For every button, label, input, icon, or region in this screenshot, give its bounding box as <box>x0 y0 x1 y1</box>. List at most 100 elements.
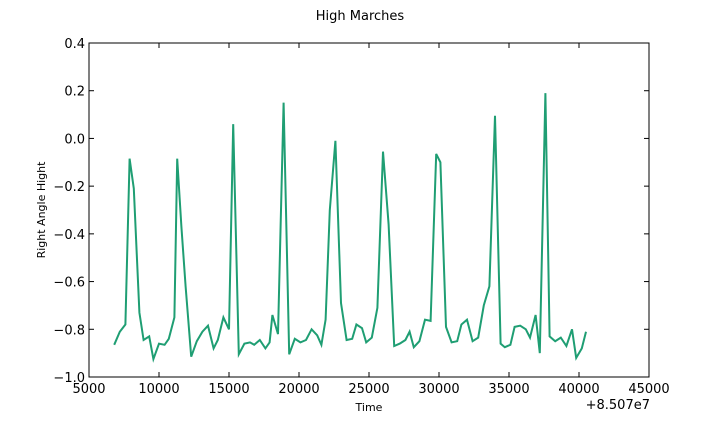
data-point <box>500 343 502 345</box>
x-tick-label: 5000 <box>72 382 105 397</box>
data-point <box>554 340 556 342</box>
data-point <box>125 324 127 326</box>
data-point <box>361 327 363 329</box>
data-point <box>585 331 587 333</box>
data-point <box>232 123 234 125</box>
data-point <box>356 324 358 326</box>
data-point <box>259 339 261 341</box>
data-point <box>139 312 141 314</box>
data-point <box>148 336 150 338</box>
y-tick-label: −0.4 <box>53 228 85 243</box>
data-point <box>158 343 160 345</box>
x-tick-label: 10000 <box>138 382 179 397</box>
data-point <box>413 346 415 348</box>
y-tick-label: −0.6 <box>53 276 85 291</box>
data-point <box>519 325 521 327</box>
data-layer <box>113 92 587 363</box>
data-point <box>351 338 353 340</box>
data-point <box>382 151 384 153</box>
data-point <box>535 314 537 316</box>
data-point <box>265 348 267 350</box>
data-point <box>388 223 390 225</box>
data-point <box>581 348 583 350</box>
data-point <box>545 92 547 94</box>
data-point <box>190 356 192 358</box>
data-point <box>113 344 115 346</box>
data-point <box>277 333 279 335</box>
data-point <box>335 140 337 142</box>
y-tick-label: −1.0 <box>53 371 85 386</box>
data-point <box>489 285 491 287</box>
data-point <box>153 358 155 360</box>
y-tick-label: 0.0 <box>64 132 85 147</box>
x-tick-label: 30000 <box>418 382 459 397</box>
data-point <box>399 343 401 345</box>
data-point <box>340 302 342 304</box>
x-axis-offset-label: +8.507e7 <box>586 398 650 413</box>
x-axis: 5000 10000 15000 20000 25000 30000 35000 40000 4… <box>72 43 670 397</box>
data-point <box>466 319 468 321</box>
data-point <box>213 348 215 350</box>
data-point <box>510 344 512 346</box>
data-point <box>424 319 426 321</box>
data-point <box>346 339 348 341</box>
data-point <box>409 331 411 333</box>
data-point <box>181 226 183 228</box>
data-point <box>571 328 573 330</box>
x-axis-title: Time <box>355 401 383 414</box>
data-point <box>168 338 170 340</box>
y-tick-label: 0.2 <box>64 85 85 100</box>
data-point <box>143 339 145 341</box>
x-tick-label: 15000 <box>208 382 249 397</box>
data-point <box>445 326 447 328</box>
data-point <box>249 342 251 344</box>
data-point <box>253 344 255 346</box>
data-point <box>575 357 577 359</box>
data-point <box>451 342 453 344</box>
data-point <box>244 343 246 345</box>
x-tick-label: 25000 <box>348 382 389 397</box>
data-point <box>549 336 551 338</box>
y-tick-label: −0.8 <box>53 323 85 338</box>
data-point <box>269 342 271 344</box>
data-point <box>217 339 219 341</box>
x-tick-label: 35000 <box>488 382 529 397</box>
data-point <box>504 346 506 348</box>
y-axis: 0.4 0.2 0.0 −0.2 −0.4 −0.6 −0.8 −1.0 <box>53 37 649 386</box>
data-point <box>377 307 379 309</box>
data-point <box>419 340 421 342</box>
data-point <box>196 340 198 342</box>
data-point <box>129 158 131 160</box>
series-line-0 <box>113 93 587 363</box>
data-point <box>305 339 307 341</box>
data-point <box>456 340 458 342</box>
data-point <box>461 324 463 326</box>
x-tick-label: 40000 <box>558 382 599 397</box>
data-point <box>185 285 187 287</box>
data-point <box>494 115 496 117</box>
data-point <box>174 317 176 319</box>
data-point <box>294 338 296 340</box>
data-point <box>207 325 209 327</box>
data-point <box>164 344 166 346</box>
y-axis-title: Right Angle Hight <box>35 161 48 259</box>
data-point <box>365 342 367 344</box>
data-point <box>311 328 313 330</box>
data-point <box>477 337 479 339</box>
data-point <box>329 209 331 211</box>
data-point <box>405 339 407 341</box>
data-point <box>288 353 290 355</box>
data-point <box>514 326 516 328</box>
data-point <box>440 161 442 163</box>
y-tick-label: −0.2 <box>53 180 85 195</box>
data-point <box>325 319 327 321</box>
data-point <box>300 342 302 344</box>
data-point <box>228 328 230 330</box>
data-point <box>238 353 240 355</box>
data-point <box>272 314 274 316</box>
data-point <box>483 305 485 307</box>
data-point <box>119 331 121 333</box>
data-point <box>176 158 178 160</box>
data-point <box>133 188 135 190</box>
